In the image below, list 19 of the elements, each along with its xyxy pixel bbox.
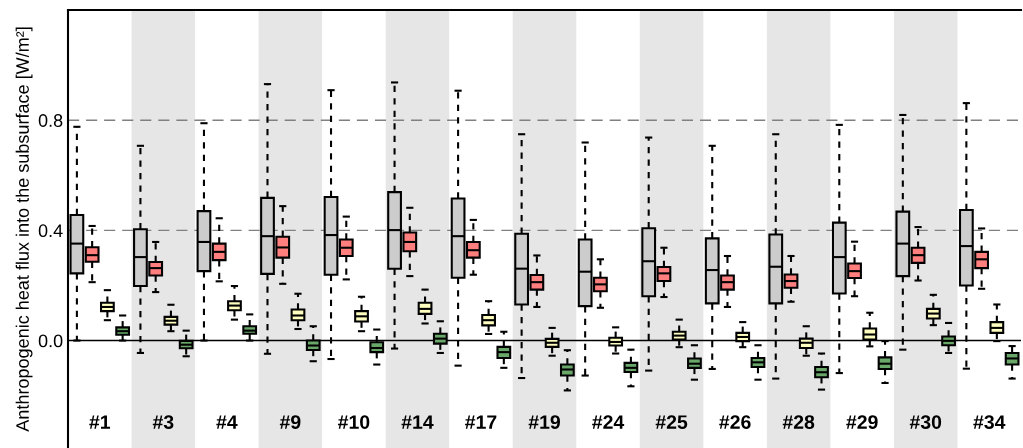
x-tick-label: #26 bbox=[719, 415, 751, 429]
x-tick-label: #24 bbox=[592, 415, 625, 429]
x-tick-label: #10 bbox=[338, 415, 370, 429]
x-tick-label: #34 bbox=[973, 415, 1006, 429]
x-tick-label: #3 bbox=[152, 415, 174, 429]
y-tick-label: 0.4 bbox=[38, 224, 63, 238]
x-tick-label: #19 bbox=[528, 415, 560, 429]
y-tick-label: 0.8 bbox=[38, 114, 63, 127]
x-tick-label: #1 bbox=[89, 415, 111, 429]
x-tick-label: #9 bbox=[279, 415, 301, 429]
x-tick-label: #30 bbox=[909, 415, 942, 429]
x-tick-label: #29 bbox=[846, 415, 878, 429]
y-tick-label: 0.0 bbox=[38, 334, 63, 348]
y-axis-title: Anthropogenic heat flux into the subsurface [W/m²] bbox=[15, 27, 33, 432]
x-tick-label: #4 bbox=[216, 415, 238, 429]
x-tick-label: #28 bbox=[782, 415, 815, 429]
x-tick-label: #17 bbox=[465, 415, 497, 429]
x-tick-label: #25 bbox=[655, 415, 688, 429]
x-tick-label: #14 bbox=[401, 415, 434, 429]
